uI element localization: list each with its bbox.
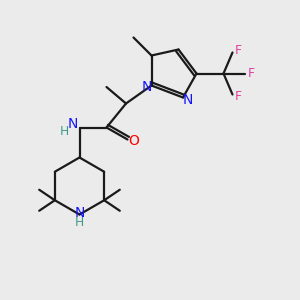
Text: O: O [129,134,140,148]
Text: F: F [234,44,242,58]
Text: H: H [60,124,69,138]
Text: N: N [142,80,152,94]
Text: H: H [75,216,84,230]
Text: F: F [234,89,242,103]
Text: N: N [182,93,193,107]
Text: N: N [74,206,85,220]
Text: F: F [248,67,255,80]
Text: N: N [68,117,78,131]
